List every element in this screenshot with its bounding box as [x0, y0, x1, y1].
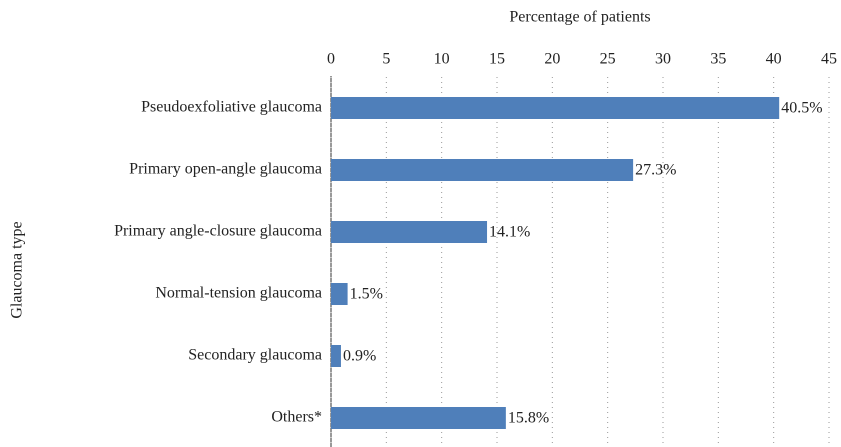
x-tick-label: 10	[434, 51, 450, 68]
y-tick-label: Pseudoexfoliative glaucoma	[141, 99, 322, 116]
x-tick-label: 15	[489, 51, 505, 68]
y-axis-label: Glaucoma type	[9, 221, 26, 318]
x-tick-label: 20	[544, 51, 560, 68]
bar	[331, 159, 634, 181]
y-tick-label: Primary open-angle glaucoma	[129, 161, 322, 178]
x-tick-label: 45	[821, 51, 837, 68]
x-tick-label: 5	[382, 51, 390, 68]
bar	[331, 345, 341, 367]
x-tick-label: 25	[600, 51, 616, 68]
x-tick-label: 35	[710, 51, 726, 68]
bar	[331, 221, 488, 243]
data-label: 14.1%	[489, 224, 530, 241]
data-label: 15.8%	[508, 410, 549, 427]
x-tick-label: 40	[766, 51, 782, 68]
bar	[331, 283, 348, 305]
data-label: 40.5%	[781, 100, 822, 117]
data-label: 0.9%	[343, 348, 376, 365]
y-tick-label: Others*	[271, 409, 322, 426]
y-tick-label: Normal-tension glaucoma	[155, 285, 322, 302]
bar	[331, 407, 506, 429]
data-label: 27.3%	[635, 162, 676, 179]
x-tick-label: 0	[327, 51, 335, 68]
y-tick-label: Secondary glaucoma	[188, 347, 322, 364]
x-tick-label: 30	[655, 51, 671, 68]
y-tick-label: Primary angle-closure glaucoma	[114, 223, 322, 240]
x-axis-label: Percentage of patients	[509, 9, 650, 26]
bar	[331, 97, 780, 119]
data-label: 1.5%	[350, 286, 383, 303]
